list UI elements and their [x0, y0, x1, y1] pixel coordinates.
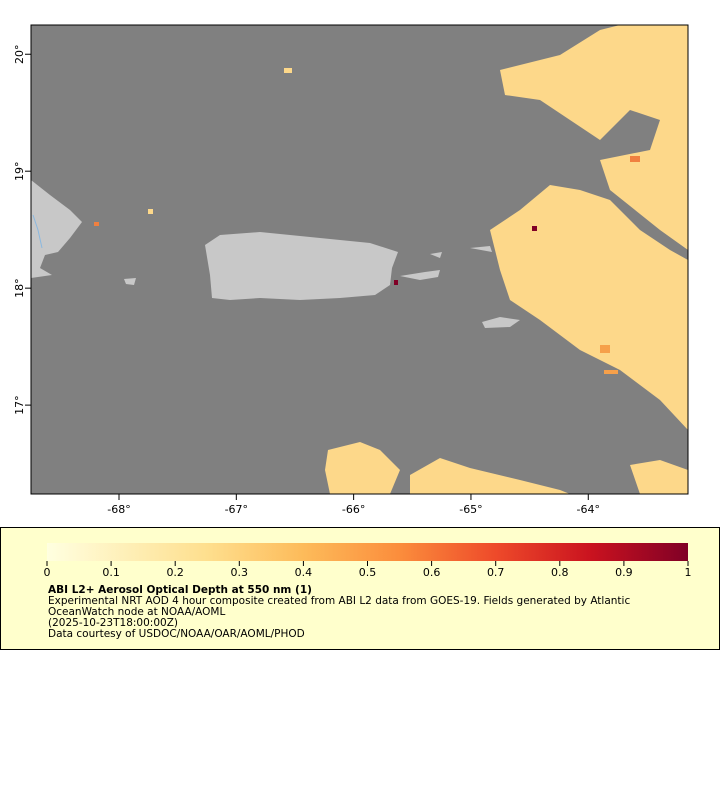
y-tick-label: 17° — [13, 395, 26, 415]
land — [31, 180, 520, 328]
colorbar-tick-label: 0.4 — [295, 566, 313, 579]
x-tick-label: -65° — [459, 503, 482, 516]
axes: -68° -67° -66° -65° -64° 17° 18° 19° 20° — [13, 44, 600, 516]
aerosol-field — [94, 25, 688, 494]
colorbar-tick-label: 0.9 — [615, 566, 633, 579]
colorbar — [47, 543, 688, 561]
y-tick-label: 18° — [13, 278, 26, 298]
colorbar-tick-label: 0.1 — [102, 566, 120, 579]
colorbar-tick-label: 0.5 — [359, 566, 377, 579]
colorbar-tick-label: 0 — [44, 566, 51, 579]
y-tick-label: 20° — [13, 44, 26, 64]
colorbar-tick-label: 0.6 — [423, 566, 441, 579]
river — [32, 214, 43, 249]
map-frame — [30, 24, 689, 495]
colorbar-axis: 0 0.1 0.2 0.3 0.4 0.5 0.6 0.7 0.8 0.9 1 — [44, 561, 692, 579]
colorbar-tick-label: 0.3 — [231, 566, 249, 579]
high-aod-pixel — [394, 280, 398, 285]
caption-title: ABI L2+ Aerosol Optical Depth at 550 nm … — [48, 584, 312, 596]
map-area — [31, 25, 688, 494]
caption-line: Data courtesy of USDOC/NOAA/OAR/AOML/PHO… — [48, 628, 305, 640]
caption-line: OceanWatch node at NOAA/AOML — [48, 606, 225, 618]
caption-line: Experimental NRT AOD 4 hour composite cr… — [48, 595, 630, 607]
colorbar-tick-label: 0.8 — [551, 566, 569, 579]
caption-line: (2025-10-23T18:00:00Z) — [48, 617, 178, 629]
colorbar-tick-label: 0.7 — [487, 566, 505, 579]
x-tick-label: -67° — [225, 503, 248, 516]
colorbar-tick-label: 0.2 — [166, 566, 184, 579]
x-tick-label: -66° — [342, 503, 365, 516]
high-aod-pixel — [532, 226, 537, 231]
x-tick-label: -64° — [577, 503, 600, 516]
y-tick-label: 19° — [13, 161, 26, 181]
x-tick-label: -68° — [107, 503, 130, 516]
colorbar-tick-label: 1 — [685, 566, 692, 579]
